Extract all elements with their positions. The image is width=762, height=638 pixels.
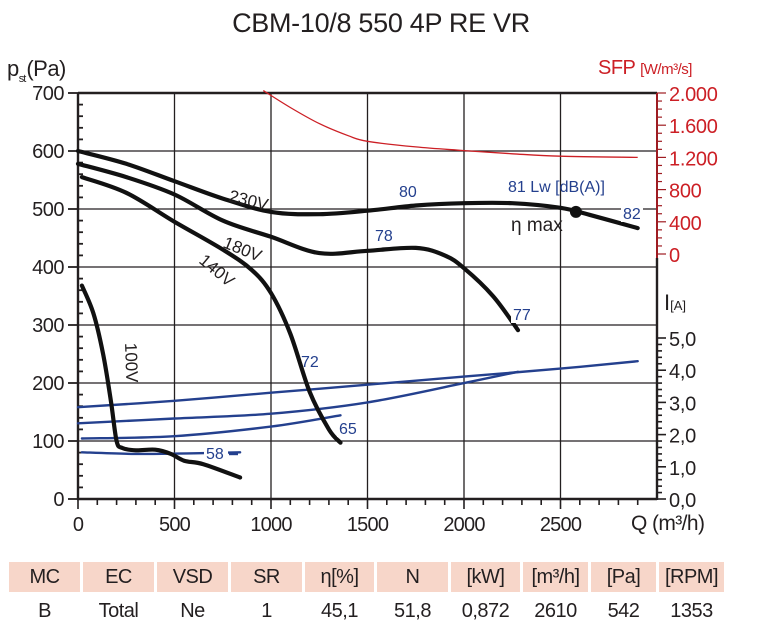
sound-level-80: 80 bbox=[399, 184, 417, 201]
pressure-axis-label-sub: st bbox=[18, 73, 27, 85]
sfp-tick-label: 800 bbox=[669, 181, 702, 203]
sfp-tick-label: 0 bbox=[669, 245, 680, 267]
sound-level-82: 82 bbox=[623, 206, 641, 223]
header-sr: SR bbox=[231, 562, 302, 592]
pressure-axis-label-unit: (Pa) bbox=[26, 56, 66, 81]
header-vsd: VSD bbox=[157, 562, 228, 592]
value-n: 51,8 bbox=[394, 599, 431, 622]
x-tick-label: 2500 bbox=[540, 514, 582, 536]
x-axis-label: Q (m³/h) bbox=[631, 512, 705, 535]
value-mc: B bbox=[38, 599, 51, 622]
y-tick-label: 100 bbox=[32, 431, 64, 453]
x-tick-label: 500 bbox=[159, 514, 191, 536]
pressure-axis-label: pst(Pa) bbox=[7, 56, 66, 85]
current-tick-label: 5,0 bbox=[669, 329, 696, 351]
y-tick-label: 600 bbox=[32, 141, 64, 163]
chart-title: CBM-10/8 550 4P RE VR bbox=[232, 8, 530, 38]
value-pa: 542 bbox=[607, 599, 640, 622]
header-n: N bbox=[377, 562, 448, 592]
pressure-axis-label-main: p bbox=[7, 56, 19, 81]
y-tick-label: 400 bbox=[32, 257, 64, 279]
header-eta: η[%] bbox=[305, 562, 374, 592]
value-flow: 2610 bbox=[534, 599, 577, 622]
current-axis-label-unit: [A] bbox=[670, 298, 687, 313]
current-tick-label: 0,0 bbox=[669, 490, 696, 512]
header-ec: EC bbox=[83, 562, 154, 592]
label-58-background bbox=[204, 446, 228, 462]
current-axis-label: I[A] bbox=[664, 290, 686, 316]
current-tick-label: 3,0 bbox=[669, 393, 696, 415]
grid bbox=[78, 93, 657, 499]
value-vsd: Ne bbox=[180, 599, 205, 622]
sfp-axis-label-unit: [W/m³/s] bbox=[640, 61, 692, 78]
curve-label-100v: 100V bbox=[121, 342, 141, 383]
eta-max-label: η max bbox=[511, 215, 563, 236]
current-tick-label: 2,0 bbox=[669, 426, 696, 448]
sfp-tick-label: 1.200 bbox=[669, 148, 718, 170]
header-kw: [kW] bbox=[451, 562, 520, 592]
sfp-curve bbox=[262, 90, 638, 159]
label-background bbox=[337, 421, 359, 437]
y-tick-label: 700 bbox=[32, 83, 64, 105]
series bbox=[75, 90, 640, 480]
current-curve-i-140v bbox=[80, 414, 342, 440]
x-tick-label: 1000 bbox=[250, 514, 292, 536]
spec-table: MC EC VSD SR η[%] N [kW] [m³/h] [Pa] [RP… bbox=[6, 562, 727, 630]
sound-level-72: 72 bbox=[301, 354, 319, 371]
value-ec: Total bbox=[98, 599, 139, 622]
fan-performance-chart: 0 100 200 300 400 500 600 700 0 500 1000 1500 2000 25… bbox=[32, 83, 718, 536]
labels: 0 100 200 300 400 500 600 700 0 500 1000 1500 2000 25… bbox=[32, 83, 718, 536]
spec-table-value-row: B Total Ne 1 45,1 51,8 0,872 2610 542 13… bbox=[9, 592, 724, 630]
sfp-axis-label-main: SFP bbox=[598, 57, 636, 79]
y-tick-label: 0 bbox=[53, 489, 64, 511]
value-rpm: 1353 bbox=[670, 599, 713, 622]
sfp-axis-label: SFP [W/m³/s] bbox=[598, 57, 692, 80]
eta-max-marker bbox=[569, 205, 582, 218]
current-tick-label: 1,0 bbox=[669, 458, 696, 480]
header-flow: [m³/h] bbox=[523, 562, 588, 592]
x-tick-label: 0 bbox=[73, 514, 84, 536]
header-rpm: [RPM] bbox=[659, 562, 724, 592]
current-tick-label: 4,0 bbox=[669, 361, 696, 383]
pressure-curve-100v bbox=[79, 283, 243, 480]
value-eta: 45,1 bbox=[321, 599, 358, 622]
header-mc: MC bbox=[9, 562, 80, 592]
value-sr: 1 bbox=[261, 599, 272, 622]
sfp-tick-label: 400 bbox=[669, 213, 702, 235]
y-tick-label: 500 bbox=[32, 199, 64, 221]
axes bbox=[68, 91, 666, 509]
sfp-tick-label: 1.600 bbox=[669, 116, 718, 138]
pressure-curve-230v bbox=[75, 148, 640, 231]
y-tick-label: 300 bbox=[32, 315, 64, 337]
label-background bbox=[511, 307, 533, 323]
sound-level-78: 78 bbox=[375, 228, 393, 245]
current-curve-i-230v bbox=[76, 360, 639, 409]
x-tick-label: 1500 bbox=[347, 514, 389, 536]
y-tick-label: 200 bbox=[32, 373, 64, 395]
sound-level-65: 65 bbox=[339, 421, 357, 438]
pressure-curve-140v bbox=[79, 175, 343, 445]
header-pa: [Pa] bbox=[591, 562, 656, 592]
sound-level-58: 58 bbox=[206, 446, 224, 463]
current-axis-label-main: I bbox=[664, 290, 671, 315]
sfp-tick-label: 2.000 bbox=[669, 84, 718, 106]
sound-level-81: 81 Lw [dB(A)] bbox=[508, 179, 605, 196]
current-curve-i-180v bbox=[76, 370, 520, 425]
curve-label-230v: 230V bbox=[227, 186, 271, 214]
label-background bbox=[621, 206, 643, 222]
x-tick-label: 2000 bbox=[443, 514, 485, 536]
pressure-curve-180v bbox=[75, 161, 521, 333]
sound-level-77: 77 bbox=[513, 307, 531, 324]
spec-table-header-row: MC EC VSD SR η[%] N [kW] [m³/h] [Pa] [RP… bbox=[9, 562, 724, 592]
value-kw: 0,872 bbox=[461, 599, 510, 622]
